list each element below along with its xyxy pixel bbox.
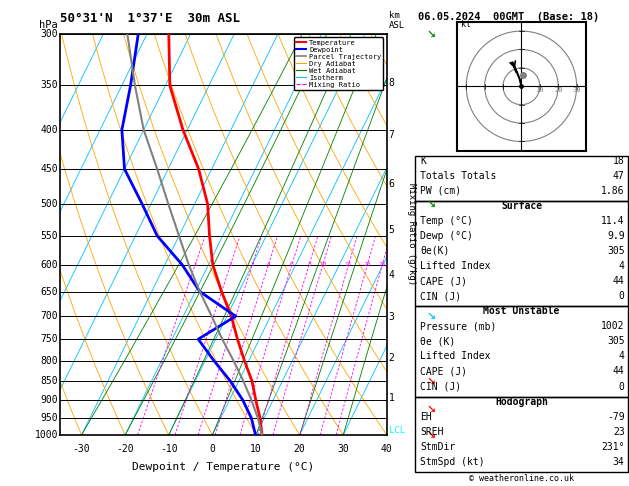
Text: θe(K): θe(K) [420, 246, 450, 256]
Text: kt: kt [460, 20, 470, 29]
Text: →: → [423, 402, 437, 416]
Text: EH: EH [420, 412, 432, 422]
Text: 4: 4 [389, 270, 394, 280]
Text: →: → [423, 197, 437, 211]
Text: 34: 34 [613, 457, 625, 467]
Text: 06.05.2024  00GMT  (Base: 18): 06.05.2024 00GMT (Base: 18) [418, 12, 599, 22]
Text: 50°31'N  1°37'E  30m ASL: 50°31'N 1°37'E 30m ASL [60, 12, 240, 25]
Text: 40: 40 [381, 444, 392, 454]
Text: 30: 30 [572, 87, 581, 93]
Text: 15: 15 [345, 262, 352, 267]
Text: 500: 500 [40, 199, 58, 209]
Text: 10: 10 [250, 444, 262, 454]
Text: -79: -79 [607, 412, 625, 422]
Text: 4: 4 [619, 351, 625, 362]
Text: 7: 7 [389, 130, 394, 140]
Text: →: → [423, 27, 437, 41]
Text: 305: 305 [607, 336, 625, 347]
Text: 305: 305 [607, 246, 625, 256]
Text: 450: 450 [40, 164, 58, 174]
Text: 23: 23 [613, 427, 625, 437]
Text: 550: 550 [40, 231, 58, 241]
Text: →: → [423, 310, 437, 323]
Text: 300: 300 [40, 29, 58, 39]
Text: 950: 950 [40, 413, 58, 423]
Text: CAPE (J): CAPE (J) [420, 366, 467, 377]
Text: 850: 850 [40, 376, 58, 386]
Text: 44: 44 [613, 276, 625, 286]
Text: 10: 10 [319, 262, 326, 267]
Text: 18: 18 [613, 156, 625, 166]
Text: 1: 1 [193, 262, 197, 267]
Text: 4: 4 [619, 261, 625, 271]
Legend: Temperature, Dewpoint, Parcel Trajectory, Dry Adiabat, Wet Adiabat, Isotherm, Mi: Temperature, Dewpoint, Parcel Trajectory… [294, 37, 383, 90]
Text: θe (K): θe (K) [420, 336, 455, 347]
Text: © weatheronline.co.uk: © weatheronline.co.uk [469, 474, 574, 484]
Text: Temp (°C): Temp (°C) [420, 216, 473, 226]
Text: 350: 350 [40, 80, 58, 90]
Text: 20: 20 [294, 444, 306, 454]
Text: PW (cm): PW (cm) [420, 186, 461, 196]
Text: CIN (J): CIN (J) [420, 291, 461, 301]
Text: 1: 1 [389, 393, 394, 403]
Text: Most Unstable: Most Unstable [483, 306, 560, 316]
Text: 600: 600 [40, 260, 58, 270]
Text: Totals Totals: Totals Totals [420, 171, 496, 181]
Text: 700: 700 [40, 311, 58, 321]
Text: CIN (J): CIN (J) [420, 382, 461, 392]
Text: →: → [423, 374, 437, 388]
Text: LCL: LCL [389, 426, 405, 435]
Text: 800: 800 [40, 356, 58, 365]
Text: 400: 400 [40, 125, 58, 135]
Text: SREH: SREH [420, 427, 443, 437]
Text: Dewp (°C): Dewp (°C) [420, 231, 473, 241]
Text: 1.86: 1.86 [601, 186, 625, 196]
Text: 1002: 1002 [601, 321, 625, 331]
Text: K: K [420, 156, 426, 166]
Text: 1000: 1000 [35, 430, 58, 440]
Text: 2: 2 [389, 353, 394, 363]
Text: 750: 750 [40, 334, 58, 344]
Text: -20: -20 [116, 444, 134, 454]
Text: 650: 650 [40, 287, 58, 296]
Text: 231°: 231° [601, 442, 625, 452]
Text: 8: 8 [389, 78, 394, 88]
Text: 20: 20 [554, 87, 562, 93]
Text: 11.4: 11.4 [601, 216, 625, 226]
Text: 5: 5 [389, 226, 394, 235]
Text: 9.9: 9.9 [607, 231, 625, 241]
Text: 10: 10 [535, 87, 544, 93]
Text: StmSpd (kt): StmSpd (kt) [420, 457, 485, 467]
Text: Hodograph: Hodograph [495, 397, 548, 407]
Text: 0: 0 [619, 382, 625, 392]
Text: Lifted Index: Lifted Index [420, 261, 491, 271]
Text: -10: -10 [160, 444, 177, 454]
Text: 0: 0 [209, 444, 215, 454]
Text: →: → [423, 428, 437, 442]
Text: Pressure (mb): Pressure (mb) [420, 321, 496, 331]
Text: Dewpoint / Temperature (°C): Dewpoint / Temperature (°C) [132, 462, 314, 472]
Text: 0: 0 [619, 291, 625, 301]
Text: 900: 900 [40, 395, 58, 405]
Text: 4: 4 [267, 262, 270, 267]
Text: -30: -30 [73, 444, 91, 454]
Text: hPa: hPa [39, 20, 58, 30]
Text: 47: 47 [613, 171, 625, 181]
Text: CAPE (J): CAPE (J) [420, 276, 467, 286]
Text: StmDir: StmDir [420, 442, 455, 452]
Text: 2: 2 [228, 262, 232, 267]
Text: 25: 25 [379, 262, 386, 267]
Text: 8: 8 [307, 262, 311, 267]
Text: 3: 3 [250, 262, 254, 267]
Text: Mixing Ratio (g/kg): Mixing Ratio (g/kg) [408, 183, 416, 286]
Text: km
ASL: km ASL [389, 11, 405, 30]
Text: 6: 6 [290, 262, 294, 267]
Text: Lifted Index: Lifted Index [420, 351, 491, 362]
Text: 30: 30 [337, 444, 349, 454]
Text: 44: 44 [613, 366, 625, 377]
Text: 3: 3 [389, 312, 394, 322]
Text: 20: 20 [364, 262, 371, 267]
Text: Surface: Surface [501, 201, 542, 211]
Text: 6: 6 [389, 178, 394, 189]
